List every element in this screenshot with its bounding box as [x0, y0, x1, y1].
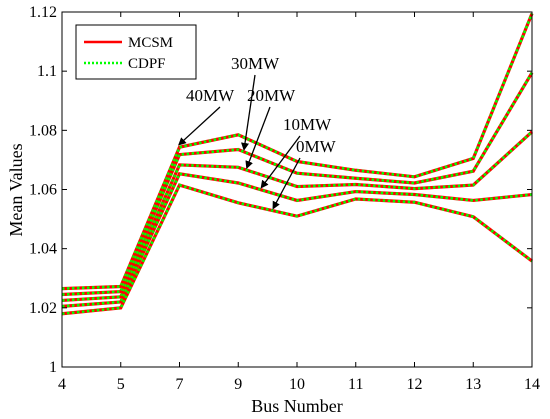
x-tick-label: 5: [117, 376, 125, 393]
y-axis: 1 1.02 1.04 1.06 1.08 1.1 1.12: [29, 4, 532, 376]
legend-label-mcsm: MCSM: [128, 35, 173, 51]
series-line-cdpf-20mw: [61, 130, 533, 302]
x-tick-label: 9: [234, 376, 242, 393]
y-tick-label: 1.06: [29, 182, 57, 199]
x-tick-label: 7: [176, 376, 184, 393]
y-tick-label: 1.04: [29, 241, 57, 258]
annotation-label-10mw: 10MW: [283, 115, 332, 134]
annotation-label-40mw: 40MW: [186, 86, 235, 105]
annotation-label-0mw: 0MW: [296, 137, 337, 156]
x-axis-label: Bus Number: [251, 396, 343, 416]
annotation-label-20mw: 20MW: [247, 86, 296, 105]
y-tick-label: 1.1: [37, 63, 57, 80]
annotation-arrow-30mw: [241, 74, 256, 151]
x-tick-label: 13: [465, 376, 481, 393]
x-axis: 4 5 7 9 10 11 12 13 14: [58, 12, 540, 393]
x-tick-label: 14: [524, 376, 540, 393]
y-tick-label: 1.08: [29, 122, 57, 139]
y-axis-label: Mean Values: [6, 143, 26, 236]
series-line-mcsm-40mw: [61, 12, 534, 291]
legend-box: [75, 24, 197, 80]
y-tick-label: 1.12: [29, 4, 57, 21]
legend-label-cdpf: CDPF: [128, 56, 166, 72]
annotation-arrow-0mw: [272, 157, 301, 210]
x-tick-label: 12: [407, 376, 423, 393]
legend: MCSM CDPF: [75, 24, 197, 80]
annotation-arrows: 40MW 30MW 20MW 10MW 0MW: [178, 54, 337, 210]
annotation-arrow-20mw: [245, 106, 271, 170]
annotation-label-30mw: 30MW: [231, 54, 280, 73]
series-line-cdpf-10mw: [61, 172, 533, 308]
x-tick-label: 11: [348, 376, 363, 393]
annotation-arrow-10mw: [260, 135, 301, 189]
x-tick-label: 10: [289, 376, 305, 393]
y-tick-label: 1.02: [29, 300, 57, 317]
y-tick-label: 1: [49, 359, 57, 376]
series-layer: [61, 12, 534, 316]
series-line-cdpf-0mw: [61, 183, 533, 316]
annotation-arrow-40mw: [178, 106, 221, 146]
x-tick-label: 4: [58, 376, 66, 393]
series-line-cdpf-30mw: [61, 71, 534, 296]
